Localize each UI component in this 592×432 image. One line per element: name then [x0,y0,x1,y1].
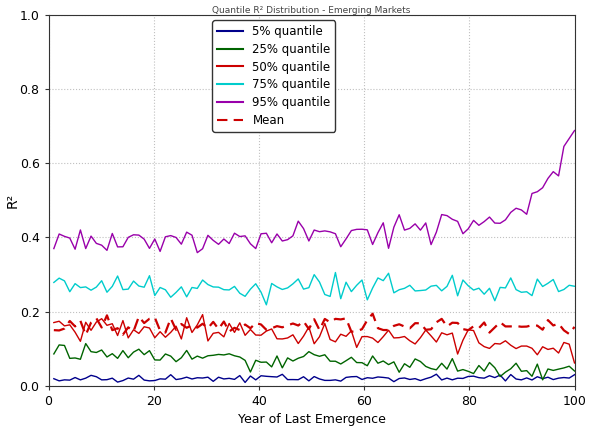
Y-axis label: R²: R² [5,193,20,208]
X-axis label: Year of Last Emergence: Year of Last Emergence [237,413,385,426]
Title: Quantile R² Distribution - Emerging Markets: Quantile R² Distribution - Emerging Mark… [213,6,411,15]
Legend: 5% quantile, 25% quantile, 50% quantile, 75% quantile, 95% quantile, Mean: 5% quantile, 25% quantile, 50% quantile,… [213,20,336,131]
